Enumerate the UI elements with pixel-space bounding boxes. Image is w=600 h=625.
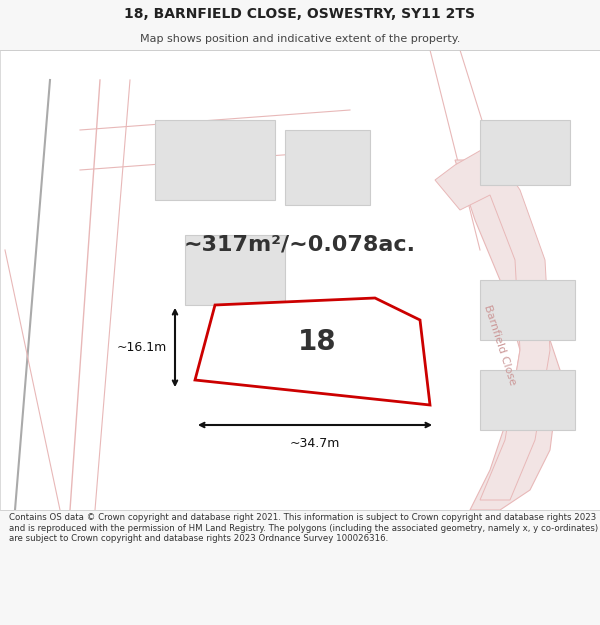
Bar <box>480 370 575 430</box>
Bar <box>480 120 570 185</box>
Bar <box>155 120 275 200</box>
Bar <box>185 235 285 305</box>
Text: 18, BARNFIELD CLOSE, OSWESTRY, SY11 2TS: 18, BARNFIELD CLOSE, OSWESTRY, SY11 2TS <box>125 7 476 21</box>
Polygon shape <box>455 160 560 510</box>
Text: Contains OS data © Crown copyright and database right 2021. This information is : Contains OS data © Crown copyright and d… <box>9 514 598 543</box>
Polygon shape <box>195 298 430 405</box>
Bar <box>480 280 575 340</box>
Text: Barnfield Close: Barnfield Close <box>482 304 518 386</box>
Text: ~34.7m: ~34.7m <box>290 437 340 450</box>
Text: ~16.1m: ~16.1m <box>117 341 167 354</box>
Text: Map shows position and indicative extent of the property.: Map shows position and indicative extent… <box>140 34 460 44</box>
Bar <box>285 130 370 205</box>
Text: ~317m²/~0.078ac.: ~317m²/~0.078ac. <box>184 235 416 255</box>
Polygon shape <box>435 145 550 500</box>
Text: 18: 18 <box>298 328 337 356</box>
